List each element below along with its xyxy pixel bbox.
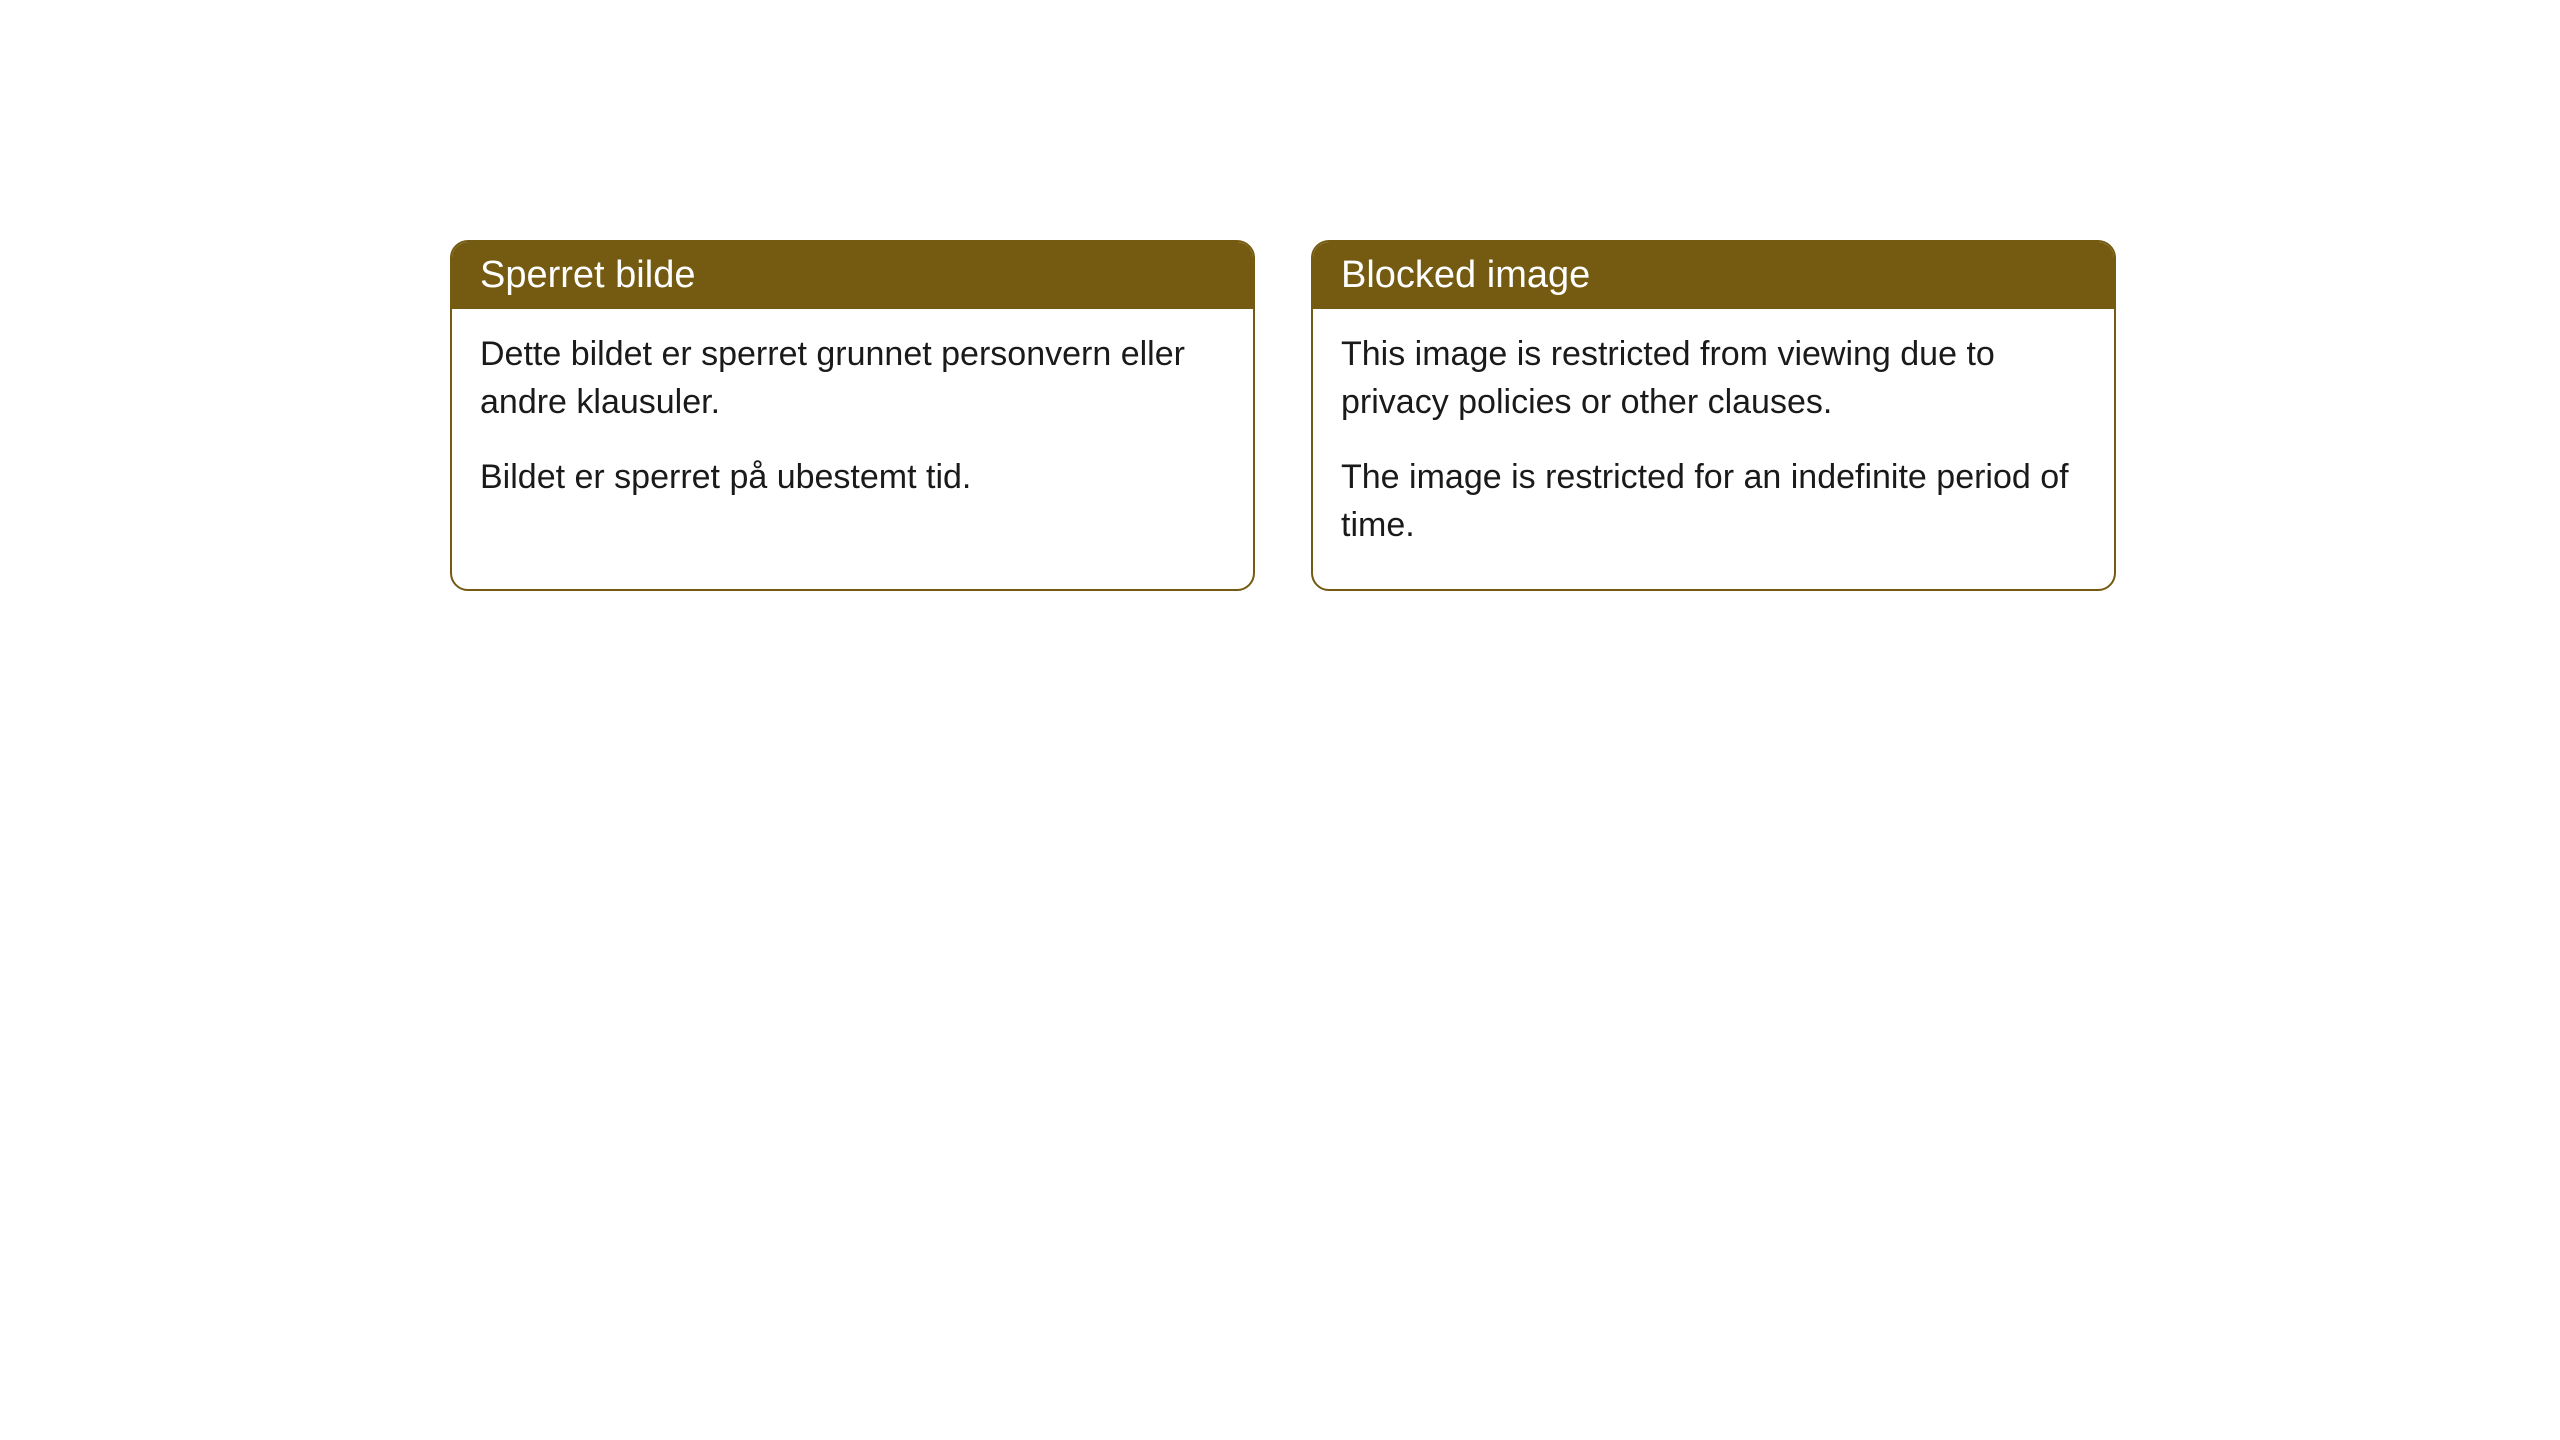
card-paragraph-2-english: The image is restricted for an indefinit… <box>1341 454 2086 549</box>
card-header-norwegian: Sperret bilde <box>452 242 1253 309</box>
card-body-norwegian: Dette bildet er sperret grunnet personve… <box>452 309 1253 542</box>
cards-container: Sperret bilde Dette bildet er sperret gr… <box>450 240 2116 591</box>
card-english: Blocked image This image is restricted f… <box>1311 240 2116 591</box>
card-paragraph-2-norwegian: Bildet er sperret på ubestemt tid. <box>480 454 1225 502</box>
card-paragraph-1-norwegian: Dette bildet er sperret grunnet personve… <box>480 331 1225 426</box>
card-header-english: Blocked image <box>1313 242 2114 309</box>
card-norwegian: Sperret bilde Dette bildet er sperret gr… <box>450 240 1255 591</box>
card-body-english: This image is restricted from viewing du… <box>1313 309 2114 589</box>
card-paragraph-1-english: This image is restricted from viewing du… <box>1341 331 2086 426</box>
